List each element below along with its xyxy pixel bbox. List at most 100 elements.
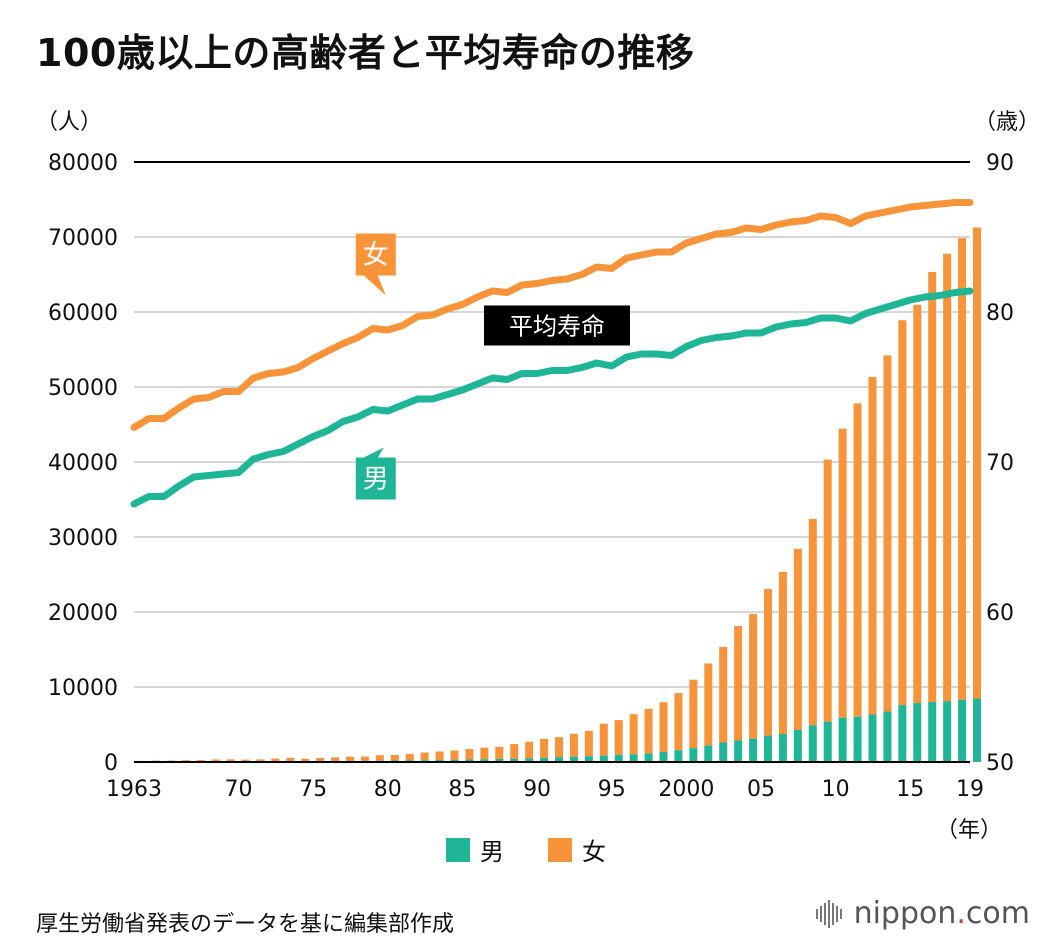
bar-female [525, 741, 534, 759]
bar-male [540, 757, 549, 762]
bar-male [898, 705, 907, 762]
bar-male [584, 756, 593, 762]
bar-female [271, 758, 280, 762]
left-axis-unit: （人） [36, 110, 103, 135]
bar-female [375, 755, 384, 761]
bar-female [943, 253, 952, 702]
bar-male [450, 759, 459, 762]
bar-female [823, 459, 832, 722]
logo-dot: . [956, 896, 966, 931]
bar-male [958, 699, 967, 762]
bar-female [614, 720, 623, 755]
bar-female [629, 714, 638, 755]
x-tick-label: 05 [747, 777, 775, 802]
bar-female [883, 355, 892, 712]
bar-female [913, 304, 922, 704]
bar-female [301, 758, 310, 762]
bar-male [659, 752, 668, 762]
bar-male [868, 714, 877, 762]
bar-male [838, 717, 847, 762]
bar-male [853, 716, 862, 762]
legend-swatch-male [446, 837, 470, 862]
bar-male [644, 753, 653, 762]
bar-male [778, 733, 787, 762]
y-right-tick-label: 50 [986, 751, 1014, 776]
bar-female [778, 571, 787, 734]
y-left-tick-label: 40000 [48, 451, 118, 476]
annotation-pointer-male [363, 447, 384, 458]
bar-female [793, 548, 802, 730]
bar-female [316, 757, 325, 762]
y-right-tick-label: 60 [986, 601, 1014, 626]
bar-male [943, 701, 952, 762]
bar-male [465, 759, 474, 762]
bar-male [749, 738, 758, 762]
y-left-tick-label: 10000 [48, 676, 118, 701]
bar-female [958, 238, 967, 700]
bar-female [256, 759, 265, 762]
bar-female [973, 227, 981, 699]
bar-male [674, 750, 683, 762]
bar-female [510, 744, 519, 759]
bar-female [853, 403, 862, 717]
bar-female [928, 271, 937, 703]
bar-male [734, 740, 743, 762]
bar-male [510, 758, 519, 762]
bar-male [973, 698, 981, 762]
y-left-tick-label: 30000 [48, 526, 118, 551]
bar-female [211, 759, 220, 762]
bar-female [734, 626, 743, 741]
logo-text: nippon [853, 896, 957, 931]
y-right-tick-label: 90 [986, 151, 1014, 176]
logo-bars-icon [815, 899, 844, 928]
bar-female [599, 723, 608, 756]
bar-female [420, 752, 429, 761]
bar-male [883, 711, 892, 762]
legend-swatch-female [548, 837, 572, 862]
bar-female [569, 733, 578, 757]
bar-male [555, 757, 563, 762]
annotation-text-female: 女 [363, 241, 389, 271]
bar-female [405, 753, 414, 761]
bar-male [599, 755, 608, 762]
bar-female [435, 751, 444, 760]
bar-male [480, 759, 489, 762]
legend-label-male: 男 [480, 838, 504, 866]
bar-male [629, 754, 638, 762]
y-right-tick-label: 70 [986, 451, 1014, 476]
bar-female [584, 730, 593, 757]
bar-male [928, 702, 937, 762]
bar-female [868, 376, 877, 715]
bar-male [764, 735, 772, 762]
bar-female [331, 757, 340, 762]
bar-female [480, 747, 489, 760]
x-tick-label: 70 [225, 777, 253, 802]
bar-female [555, 737, 563, 758]
x-tick-label: 2000 [658, 777, 714, 802]
bar-female [360, 756, 369, 761]
bar-female [719, 646, 728, 743]
bar-female [644, 708, 653, 754]
y-left-tick-label: 70000 [48, 226, 118, 251]
bar-female [838, 428, 847, 718]
annotation-text-male: 男 [363, 465, 389, 495]
annotation-box-male [355, 457, 396, 500]
y-right-tick-label: 80 [986, 301, 1014, 326]
bar-female [749, 614, 758, 739]
annotation-pointer-female [363, 275, 386, 296]
bar-female [704, 663, 713, 746]
logo-tld: com [965, 896, 1030, 931]
bar-male [614, 754, 623, 762]
y-left-tick-label: 60000 [48, 301, 118, 326]
bar-female [241, 759, 250, 762]
bar-male [913, 703, 922, 762]
line-female-life-expectancy [130, 199, 974, 431]
bar-female [465, 749, 474, 760]
annotation-box-female [355, 233, 396, 276]
x-tick-label: 15 [896, 777, 924, 802]
bar-female [181, 760, 190, 762]
bar-female [689, 679, 698, 749]
legend-item-female: 女 [548, 832, 606, 867]
bar-male [435, 759, 444, 762]
